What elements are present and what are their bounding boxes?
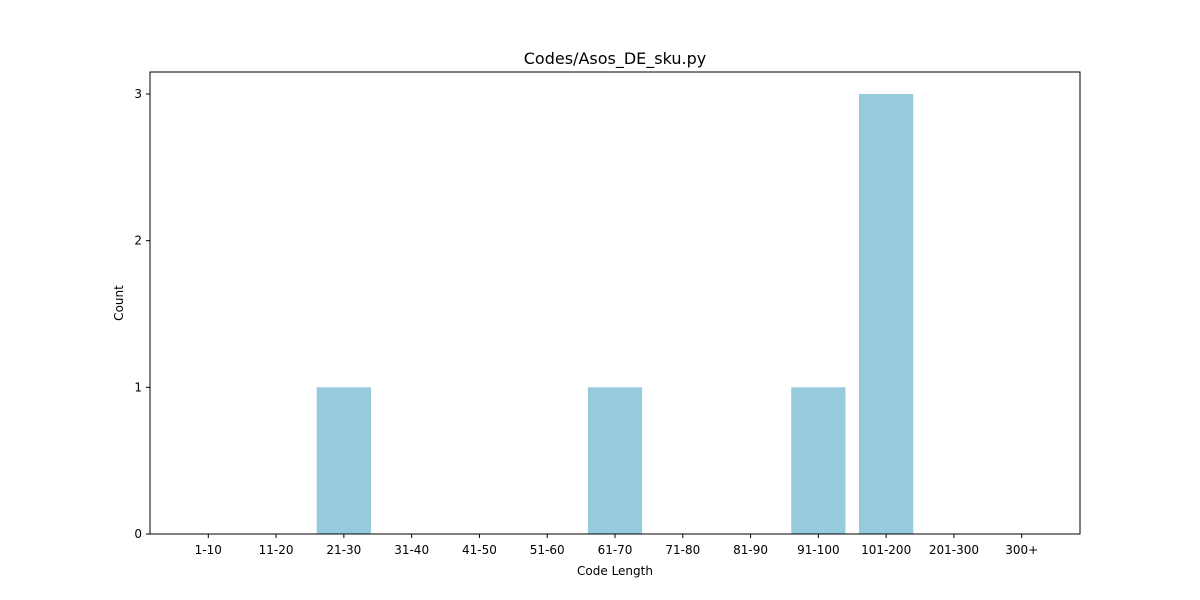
- y-axis: 0 1 2 3: [134, 87, 150, 541]
- bars-group: [316, 94, 914, 534]
- x-tick-label: 31-40: [394, 543, 429, 557]
- x-tick-label: 101-200: [861, 543, 911, 557]
- x-tick-label: 1-10: [195, 543, 222, 557]
- x-tick-label: 71-80: [665, 543, 700, 557]
- y-axis-label: Count: [112, 285, 126, 321]
- y-tick-label: 3: [134, 87, 142, 101]
- x-tick-label: 51-60: [530, 543, 565, 557]
- bar-101-200: [859, 94, 914, 534]
- chart-title: Codes/Asos_DE_sku.py: [524, 49, 706, 69]
- y-tick-label: 0: [134, 527, 142, 541]
- x-axis: 1-10 11-20 21-30 31-40 41-50 51-60 61-70 71-80 8…: [195, 534, 1038, 557]
- x-tick-label: 81-90: [733, 543, 768, 557]
- y-tick-label: 1: [134, 380, 142, 394]
- y-tick-label: 2: [134, 234, 142, 248]
- x-axis-label: Code Length: [577, 564, 653, 578]
- x-tick-label: 11-20: [259, 543, 294, 557]
- bar-21-30: [316, 387, 371, 534]
- x-tick-label: 41-50: [462, 543, 497, 557]
- bar-91-100: [791, 387, 846, 534]
- x-tick-label: 21-30: [326, 543, 361, 557]
- x-tick-label: 300+: [1005, 543, 1038, 557]
- x-tick-label: 91-100: [797, 543, 840, 557]
- bar-61-70: [587, 387, 643, 534]
- x-tick-label: 201-300: [929, 543, 979, 557]
- x-tick-label: 61-70: [598, 543, 633, 557]
